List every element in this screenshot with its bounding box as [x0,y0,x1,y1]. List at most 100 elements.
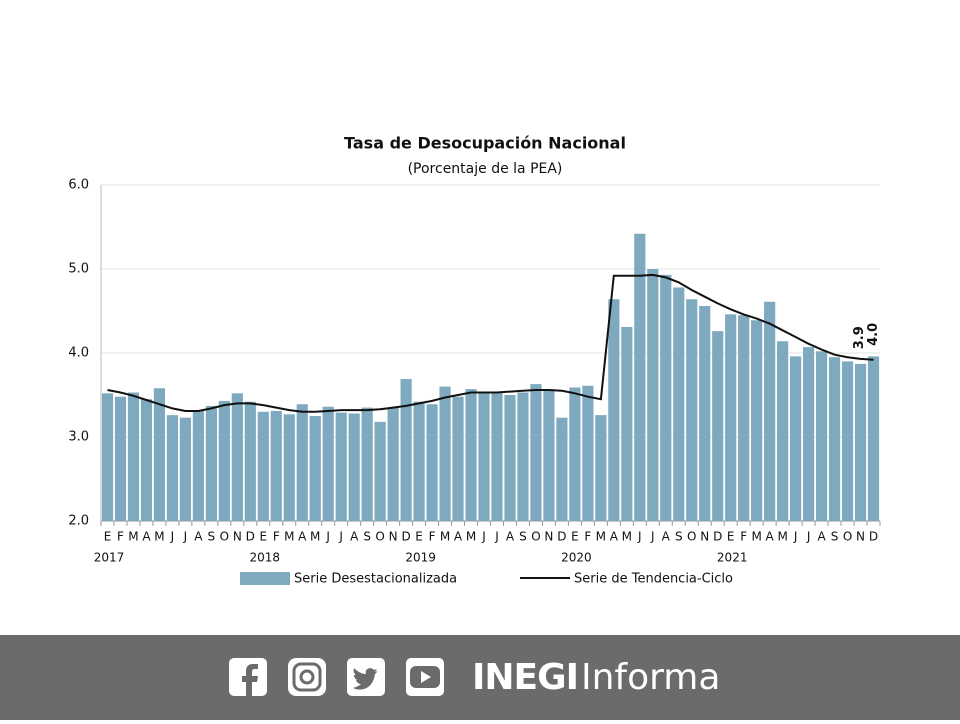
x-tick-label: D [713,530,722,544]
bar [647,269,659,521]
y-tick-label: 6.0 [68,178,89,193]
x-tick-label: N [389,530,398,544]
bar [335,412,347,521]
bar [374,421,386,521]
bar [828,357,841,521]
bar [361,407,373,521]
x-tick-label: N [856,530,865,544]
y-tick-label: 2.0 [68,514,89,529]
bar [296,404,308,521]
x-tick-label: S [519,530,527,544]
x-tick-label: O [687,530,696,544]
year-label: 2019 [405,551,436,565]
x-tick-label: A [766,530,775,544]
brand: Informa [581,657,720,698]
bar [673,287,685,521]
bar [478,392,490,521]
brand-bold: INEGI [472,657,578,698]
bar [257,411,269,521]
year-label: 2021 [717,551,748,565]
bar [582,385,594,521]
bar [815,351,828,521]
bar [634,233,646,521]
year-label: 2017 [94,551,125,565]
bar [101,393,114,521]
x-tick-label: A [298,530,307,544]
bar [114,396,127,521]
bar [556,417,568,521]
bar [595,415,607,521]
x-tick-label: A [194,530,203,544]
bar [530,384,542,521]
bar [465,389,477,521]
x-tick-label: J [481,530,486,544]
bar [621,326,633,521]
x-tick-label: D [246,530,255,544]
x-tick-label: J [494,530,499,544]
x-tick-label: S [363,530,371,544]
bar [218,400,230,521]
bar [452,396,464,521]
x-tick-label: A [454,530,463,544]
x-tick-label: E [727,530,735,544]
bar [127,392,140,521]
instagram-icon [288,658,326,696]
bar [140,399,153,521]
bar [166,415,178,521]
year-label: 2020 [561,551,592,565]
bar [504,395,516,521]
bar [413,401,425,521]
bar [712,331,724,521]
x-tick-label: F [117,530,124,544]
x-tick-label: J [338,530,343,544]
x-tick-label: N [544,530,553,544]
x-tick-label: N [233,530,242,544]
x-tick-label: N [700,530,709,544]
x-tick-label: M [310,530,320,544]
bar [153,388,166,521]
bar [764,301,776,521]
x-tick-label: M [466,530,476,544]
bar [777,341,789,521]
legend-label: Serie de Tendencia-Ciclo [574,572,733,587]
y-tick-label: 5.0 [68,262,89,277]
x-tick-label: J [793,530,798,544]
bar [725,314,737,521]
x-tick-label: A [142,530,151,544]
x-tick-label: J [806,530,811,544]
bar [867,356,880,521]
bar [283,414,295,521]
x-tick-label: A [610,530,619,544]
x-tick-label: E [104,530,112,544]
x-tick-label: M [622,530,632,544]
x-tick-label: E [259,530,267,544]
x-tick-label: D [401,530,410,544]
bar [426,404,438,521]
y-tick-label: 4.0 [68,346,89,361]
chart-title: Tasa de Desocupación Nacional [344,134,626,153]
x-tick-label: A [817,530,826,544]
x-tick-label: J [170,530,175,544]
x-tick-label: M [777,530,787,544]
bar [205,405,217,521]
x-tick-label: O [531,530,540,544]
x-tick-label: J [637,530,642,544]
bar [348,413,360,521]
x-tick-label: A [350,530,359,544]
x-tick-label: A [506,530,515,544]
data-label: 4.0 [866,323,881,346]
x-tick-label: M [596,530,606,544]
bar [803,347,815,521]
x-tick-label: M [440,530,450,544]
x-tick-label: M [284,530,294,544]
footer-bar [0,635,960,720]
x-tick-label: F [584,530,591,544]
x-tick-label: O [375,530,384,544]
bar [854,363,867,521]
bar [790,356,802,521]
bar [192,410,204,521]
social-icons [229,658,444,696]
bar [686,299,698,521]
bar [244,401,256,521]
bar [751,320,763,521]
